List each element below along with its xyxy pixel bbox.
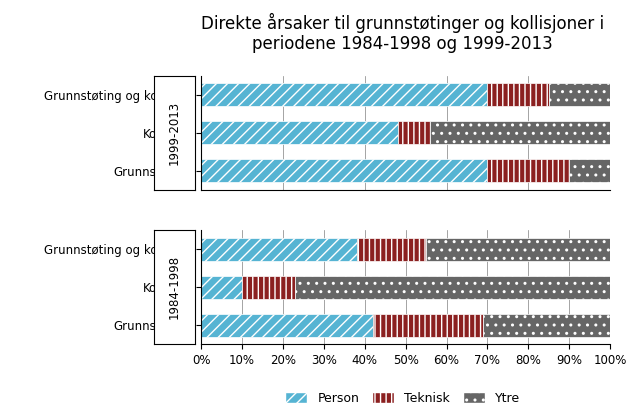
Bar: [398, 121, 430, 144]
Text: Direkte årsaker til grunnstøtinger og kollisjoner i
periodene 1984-1998 og 1999-: Direkte årsaker til grunnstøtinger og ko…: [201, 13, 604, 53]
Bar: [201, 314, 373, 337]
Bar: [373, 314, 484, 337]
Bar: [201, 160, 487, 182]
Bar: [484, 314, 610, 337]
Bar: [426, 238, 610, 260]
Bar: [296, 276, 610, 299]
Text: 1999-2013: 1999-2013: [168, 101, 181, 165]
Bar: [357, 238, 426, 260]
Bar: [201, 276, 242, 299]
Bar: [201, 238, 357, 260]
Text: 1984-1998: 1984-1998: [168, 255, 181, 319]
Legend: Person, Teknisk, Ytre: Person, Teknisk, Ytre: [280, 386, 525, 410]
Bar: [242, 276, 296, 299]
Bar: [548, 83, 610, 106]
Bar: [430, 121, 610, 144]
Bar: [201, 121, 398, 144]
Bar: [201, 83, 487, 106]
Bar: [569, 160, 610, 182]
Bar: [487, 160, 569, 182]
Bar: [487, 83, 548, 106]
